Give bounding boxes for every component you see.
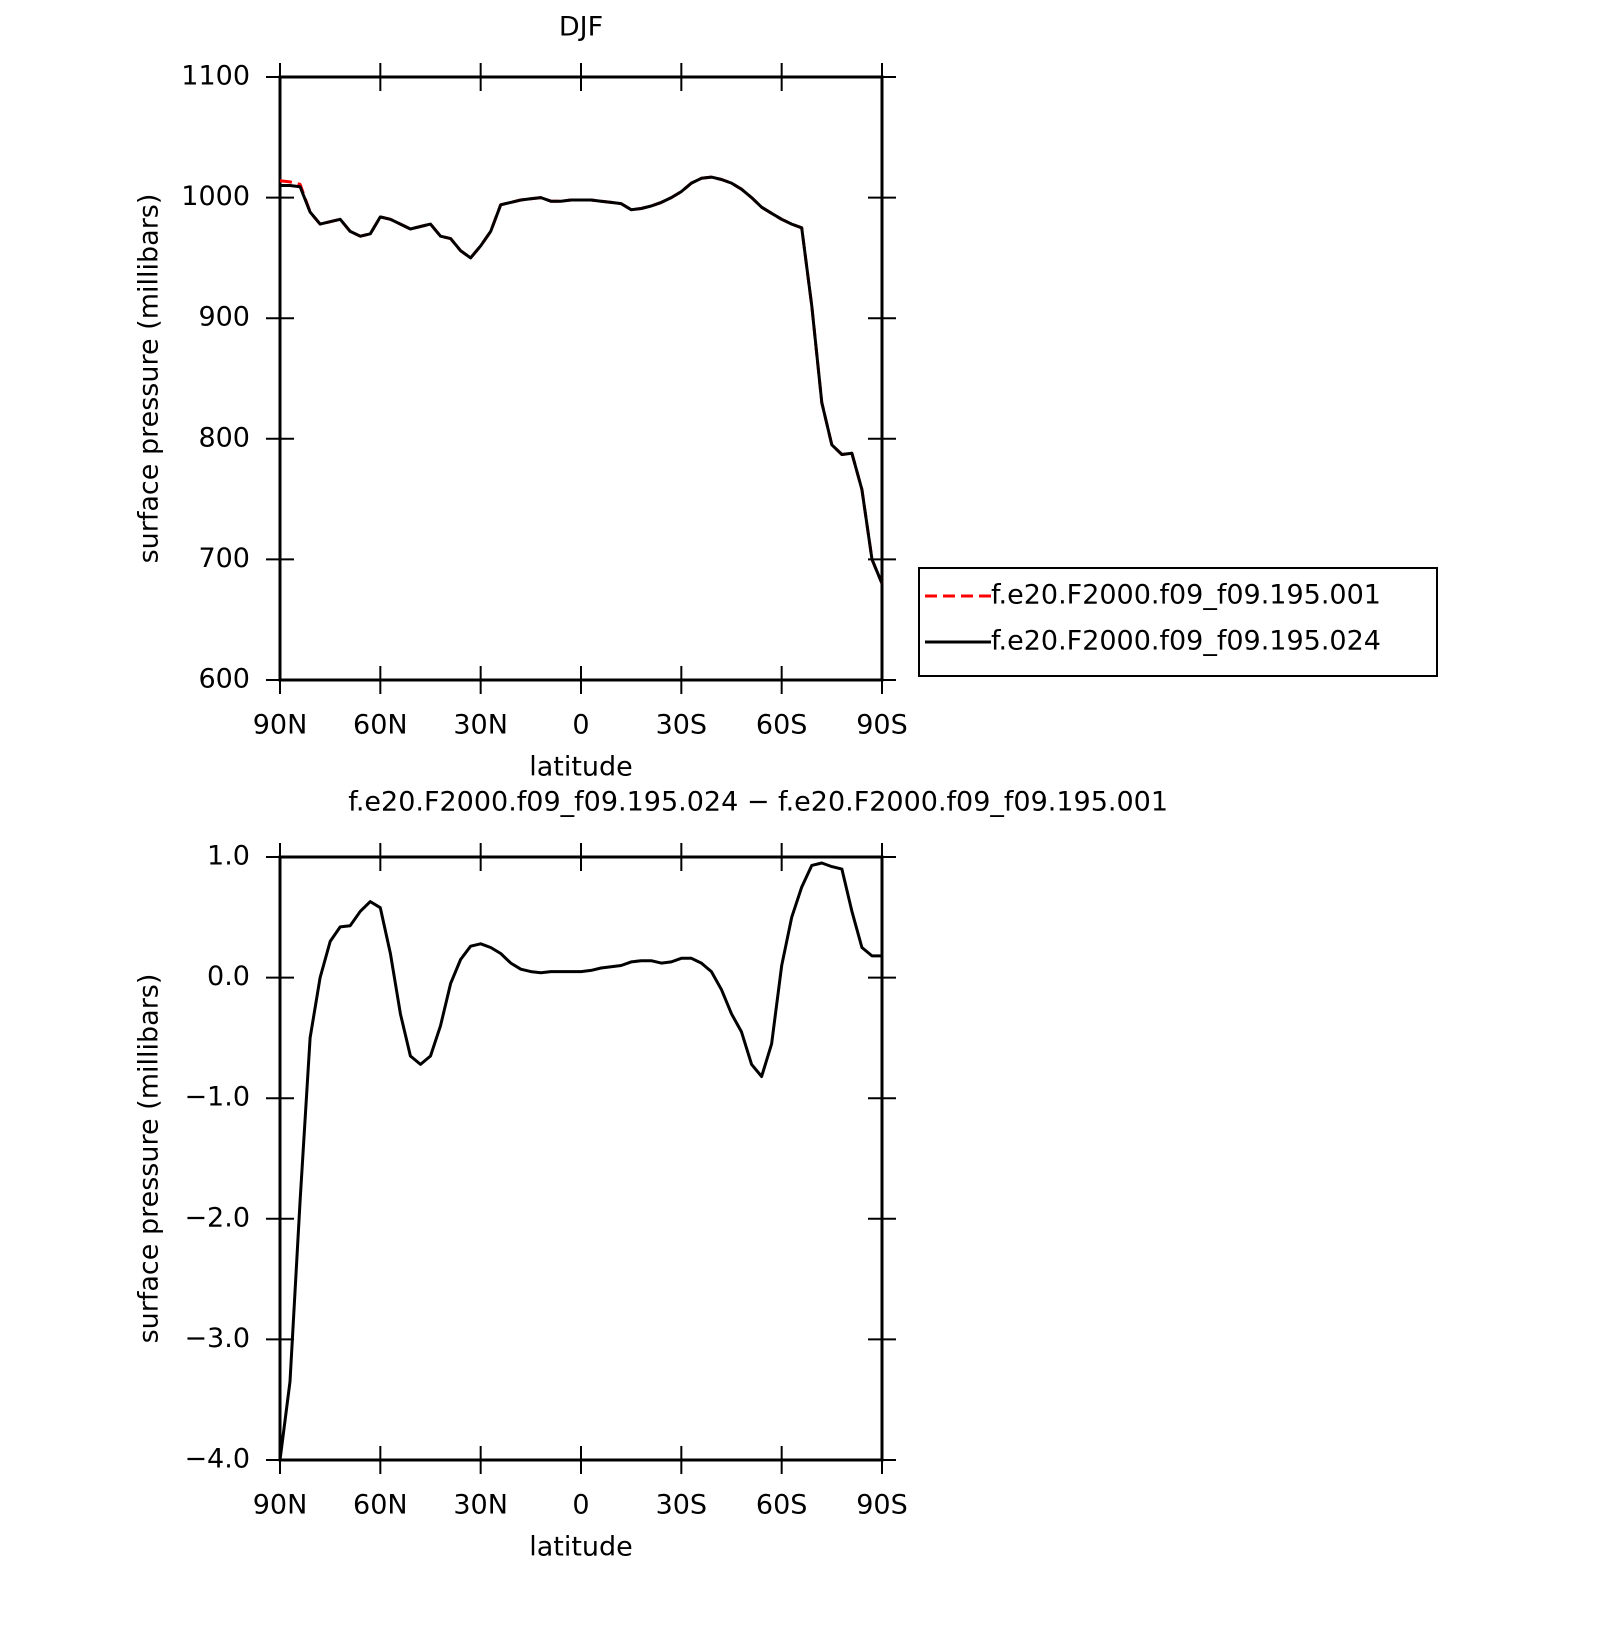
- x-tick-label: 30S: [656, 710, 708, 741]
- y-tick-label: 700: [198, 543, 250, 574]
- plot-frame: [278, 75, 884, 682]
- y-tick-label: −4.0: [184, 1444, 250, 1475]
- x-tick-label: 60S: [756, 1490, 808, 1521]
- data-line: [279, 175, 884, 585]
- x-tick-label: 60N: [353, 1490, 408, 1521]
- y-axis-label: surface pressure (millibars): [134, 974, 165, 1344]
- x-tick-label: 90S: [856, 1490, 908, 1521]
- x-tick-label: 0: [572, 1490, 589, 1521]
- x-tick-label: 60S: [756, 710, 808, 741]
- chart-title: f.e20.F2000.f09_f09.195.024 − f.e20.F200…: [348, 787, 1168, 818]
- x-tick-label: 90S: [856, 710, 908, 741]
- y-tick-label: 600: [198, 664, 250, 695]
- y-tick-label: 800: [198, 422, 250, 453]
- x-tick-label: 30N: [453, 710, 508, 741]
- y-tick-label: −3.0: [184, 1323, 250, 1354]
- x-tick-label: 90N: [253, 1490, 308, 1521]
- y-axis-label: surface pressure (millibars): [134, 194, 165, 564]
- legend-box: [918, 567, 1438, 677]
- y-tick-label: −2.0: [184, 1202, 250, 1233]
- x-tick-label: 90N: [253, 710, 308, 741]
- y-tick-label: −1.0: [184, 1082, 250, 1113]
- x-tick-label: 30N: [453, 1490, 508, 1521]
- y-tick-label: 1100: [181, 61, 250, 92]
- legend-label: f.e20.F2000.f09_f09.195.001: [991, 580, 1381, 611]
- x-axis-label: latitude: [529, 1532, 633, 1563]
- x-tick-label: 0: [572, 710, 589, 741]
- y-tick-label: 1.0: [207, 841, 250, 872]
- x-tick-label: 30S: [656, 1490, 708, 1521]
- y-tick-label: 900: [198, 302, 250, 333]
- data-line: [278, 861, 882, 1461]
- y-tick-label: 0.0: [207, 961, 250, 992]
- chart-title: DJF: [559, 12, 603, 43]
- data-line: [280, 175, 884, 585]
- x-axis-label: latitude: [529, 752, 633, 783]
- legend-label: f.e20.F2000.f09_f09.195.024: [991, 626, 1381, 657]
- plot-frame: [278, 855, 884, 1462]
- y-tick-label: 1000: [181, 181, 250, 212]
- x-tick-label: 60N: [353, 710, 408, 741]
